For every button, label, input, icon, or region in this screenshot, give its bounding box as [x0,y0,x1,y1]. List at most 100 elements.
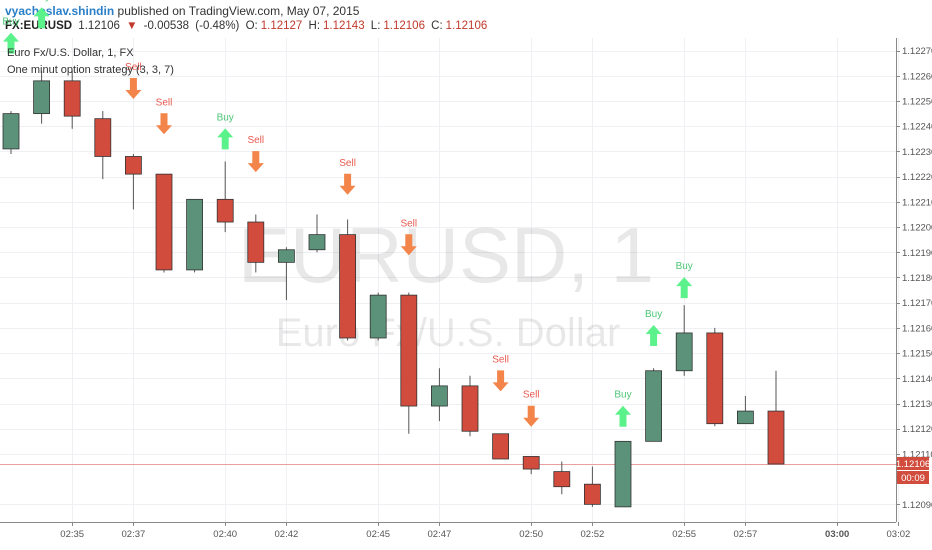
signal-label: Buy [614,390,631,401]
signal-label: Sell [492,354,509,365]
signal-label: Buy [217,112,234,123]
open-label: O: [245,20,258,32]
grid-lines [0,38,899,522]
price-tick-label: 1.12110 [902,449,932,460]
close-value: 1.12106 [445,20,488,32]
published-text: published on TradingView.com, May 07, 20… [117,4,360,18]
signal-label: Buy [33,0,50,2]
price-tick-label: 1.12250 [902,97,932,108]
chart-legend: Euro Fx/U.S. Dollar, 1, FX One minut opt… [7,47,174,76]
time-tick-label: 03:00 [825,529,849,540]
signal-label: Buy [2,17,19,28]
time-tick-label: 02:45 [366,529,390,540]
price-tick-label: 1.12140 [902,374,932,385]
countdown-tag-label: 00:09 [901,473,925,484]
candle-body [706,332,724,425]
buy-arrow-icon [645,325,662,346]
ohlc-row: FX:EURUSD 1.12106 ▼ -0.00538 (-0.48%) O:… [5,20,490,32]
price-tick-label: 1.12150 [902,349,932,360]
buy-arrow-icon [33,7,50,29]
candle-body [155,173,173,271]
candle-body [584,483,601,505]
time-tick-label: 02:57 [734,529,758,540]
candle-body [308,234,326,251]
time-tick-label: 02:40 [213,529,237,540]
change-down-icon: ▼ [126,20,138,32]
low-value: 1.12106 [383,20,425,32]
candle-body [737,410,754,425]
close-label: C: [431,20,443,32]
candle-body [400,294,418,407]
candle-body [675,332,693,372]
sell-arrow-icon [523,405,540,427]
price-tick-label: 1.12260 [902,71,932,82]
candle-body [645,370,662,442]
signal-label: Sell [400,218,417,229]
candle-body [277,249,295,263]
candle-body [247,221,265,263]
countdown-tag [897,471,929,484]
time-tick-label: 02:37 [122,529,146,540]
price-tick-label: 1.12160 [902,323,932,334]
legend-indicator-title[interactable]: One minut option strategy (3, 3, 7) [7,64,174,76]
signal-label: Buy [676,261,693,272]
buy-arrow-icon [676,277,693,299]
signal-label: Sell [339,158,356,169]
time-tick-label: 02:52 [581,529,605,540]
price-tick-label: 1.12170 [902,298,932,309]
time-tick-label: 03:02 [887,529,911,540]
candle-body [63,80,81,117]
price-tags: 1.12106 00:09 [896,457,930,484]
watermark-symbol: EURUSD, 1 [238,211,654,299]
time-tick-label: 02:42 [275,529,299,540]
price-axis[interactable]: 1.12270 1.12260 1.12250 1.12240 1.12230 1.122… [896,46,932,511]
publish-info: vyacheslav.shindin published on TradingV… [5,4,359,18]
price-tick-label: 1.12120 [902,424,932,435]
price-tick-label: 1.12180 [902,273,932,284]
chart-header: vyacheslav.shindin published on TradingV… [0,0,932,36]
price-tick-label: 1.12240 [902,122,932,133]
candle-body [216,198,234,223]
price-tick-label: 1.12220 [902,172,932,183]
candle-body [553,471,571,488]
signal-label: Buy [645,309,662,320]
price-tick-label: 1.12210 [902,197,932,208]
axes: 1.12270 1.12260 1.12250 1.12240 1.12230 1.122… [0,38,932,540]
signals: Buy Buy Sell Sell Buy Sell Sell Sell Sell Sell Buy… [2,0,693,427]
signal-label: Sell [156,97,173,108]
last-price-tag [897,457,929,470]
time-tick-label: 02:50 [519,529,543,540]
open-value: 1.12127 [260,20,303,32]
last-price-tag-label: 1.12106 [896,459,930,470]
candle-body [94,118,112,157]
sell-arrow-icon [247,151,264,173]
time-tick-label: 02:35 [60,529,84,540]
sell-arrow-icon [156,113,172,135]
candle-body [522,456,540,470]
candles [2,70,785,508]
time-axis[interactable]: 02:35 02:37 02:40 02:42 02:45 02:47 02:50 02:52… [60,522,910,540]
price-tick-label: 1.12230 [902,147,932,158]
candle-body [767,410,785,465]
watermark-description: Euro Fx/U.S. Dollar [276,311,621,355]
signal-label: Sell [523,390,540,401]
price-tick-label: 1.12130 [902,399,932,410]
candle-body [369,294,387,339]
sell-arrow-icon [125,78,142,99]
sell-arrow-icon [339,173,356,195]
candle-body [492,433,510,460]
high-value: 1.12143 [323,20,365,32]
watermark: EURUSD, 1 Euro Fx/U.S. Dollar [238,211,654,355]
buy-arrow-icon [217,128,234,150]
low-label: L: [370,20,381,32]
buy-arrow-icon [3,32,19,54]
change-value: -0.00538 [143,20,190,32]
candle-body [186,198,204,271]
high-label: H: [308,20,321,32]
legend-series-title[interactable]: Euro Fx/U.S. Dollar, 1, FX [7,47,134,59]
signal-label: Sell [125,62,142,73]
candle-body [125,156,142,175]
author-link[interactable]: vyacheslav.shindin [5,4,115,18]
sell-arrow-icon [400,234,417,256]
